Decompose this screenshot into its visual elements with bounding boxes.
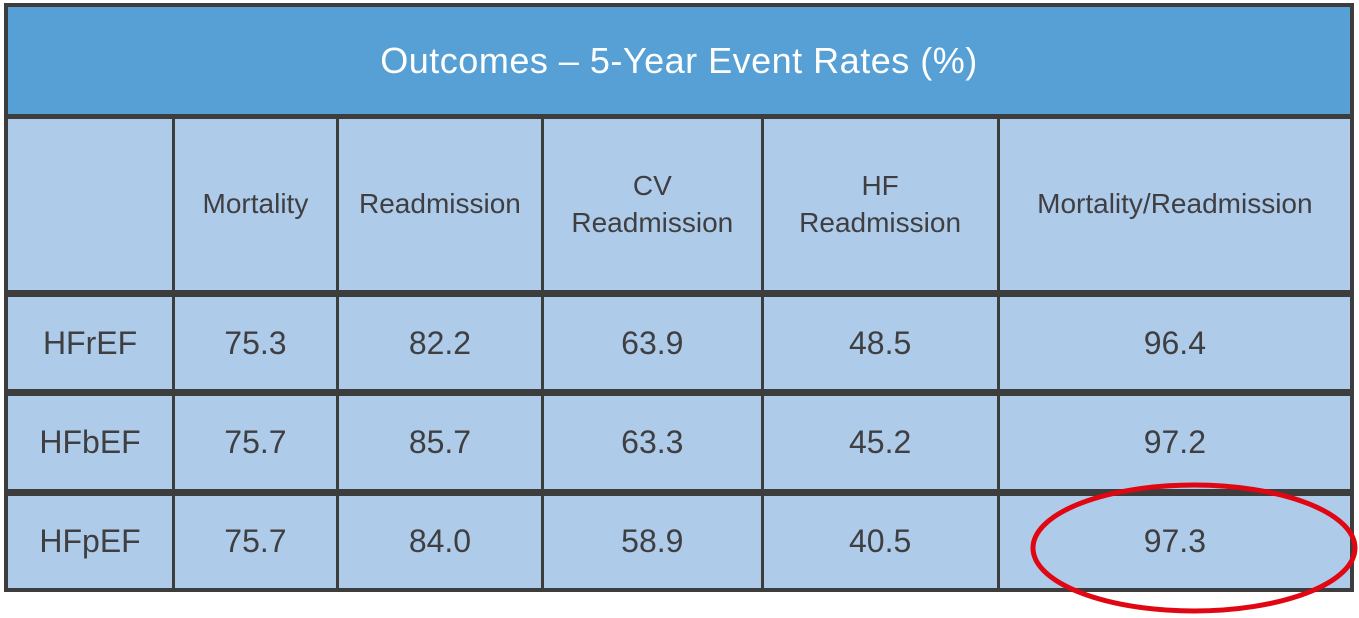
cell-hfref-cv-readmission: 63.9	[544, 297, 764, 390]
row-label: HFpEF	[8, 495, 176, 588]
cell-hfpef-cv-readmission: 58.9	[544, 495, 764, 588]
header-cell-hf-readmission: HF Readmission	[763, 119, 1000, 290]
cell-hfbef-mortality-readmission: 97.2	[999, 396, 1350, 489]
header-cell-blank	[8, 119, 176, 290]
cell-hfpef-readmission: 84.0	[338, 495, 545, 588]
cell-hfref-hf-readmission: 48.5	[763, 297, 1000, 390]
cell-hfbef-hf-readmission: 45.2	[763, 396, 1000, 489]
cell-hfbef-readmission: 85.7	[338, 396, 545, 489]
cell-hfbef-cv-readmission: 63.3	[544, 396, 764, 489]
row-label: HFbEF	[8, 396, 176, 489]
cell-hfpef-mortality-readmission: 97.3	[999, 495, 1350, 588]
header-cell-cv-readmission: CV Readmission	[544, 119, 764, 290]
row-label: HFrEF	[8, 297, 176, 390]
header-cell-readmission: Readmission	[338, 119, 545, 290]
outcomes-table: Outcomes – 5-Year Event Rates (%) Mortal…	[4, 3, 1354, 592]
table-header-row: Mortality Readmission CV Readmission HF …	[8, 119, 1350, 297]
cell-hfref-mortality-readmission: 96.4	[999, 297, 1350, 390]
table-title-bar: Outcomes – 5-Year Event Rates (%)	[8, 7, 1350, 119]
cell-hfbef-mortality: 75.7	[175, 396, 339, 489]
header-cell-mortality: Mortality	[175, 119, 339, 290]
header-cell-mortality-readmission: Mortality/Readmission	[999, 119, 1350, 290]
table-row-hfpef: HFpEF 75.7 84.0 58.9 40.5 97.3	[8, 495, 1350, 588]
cell-hfpef-mortality: 75.7	[175, 495, 339, 588]
table-row-hfref: HFrEF 75.3 82.2 63.9 48.5 96.4	[8, 297, 1350, 397]
cell-hfref-mortality: 75.3	[175, 297, 339, 390]
table-row-hfbef: HFbEF 75.7 85.7 63.3 45.2 97.2	[8, 396, 1350, 496]
cell-hfref-readmission: 82.2	[338, 297, 545, 390]
cell-hfpef-hf-readmission: 40.5	[763, 495, 1000, 588]
table-title: Outcomes – 5-Year Event Rates (%)	[380, 39, 978, 81]
